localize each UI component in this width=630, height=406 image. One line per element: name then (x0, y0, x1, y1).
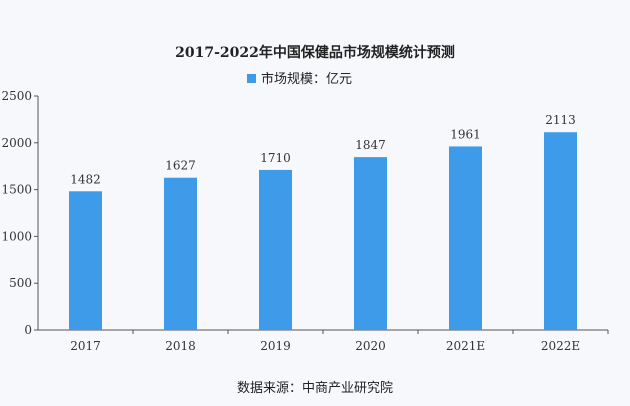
x-tick-label: 2020 (355, 339, 386, 353)
source-note: 数据来源：中商产业研究院 (237, 381, 393, 396)
bar-value-label: 1961 (450, 127, 481, 141)
y-axis: 0 500 1000 1500 2000 2500 (1, 89, 39, 337)
y-tick-label: 2500 (1, 89, 32, 103)
bar-2017 (69, 191, 102, 330)
bar-2019 (259, 169, 292, 330)
y-tick-label: 2000 (1, 136, 32, 150)
bar-2022E (544, 132, 577, 330)
chart-title: 2017-2022年中国保健品市场规模统计预测 (175, 44, 455, 61)
bar-value-label: 2113 (545, 113, 576, 127)
x-tick-label: 2022E (541, 339, 580, 353)
x-tick-label: 2019 (260, 339, 291, 353)
x-axis: 2017 2018 2019 2020 2021E 2022E (38, 329, 609, 353)
legend-label: 市场规模：亿元 (261, 71, 352, 87)
bar-2020 (354, 157, 387, 330)
bar-value-label: 1847 (355, 138, 386, 152)
bar-value-label: 1482 (70, 172, 101, 186)
bar-2018 (164, 177, 197, 330)
y-tick-label: 1000 (1, 229, 32, 243)
legend-swatch (247, 74, 256, 83)
bar-value-label: 1627 (165, 159, 196, 173)
y-tick-label: 500 (9, 276, 32, 290)
bar-value-label: 1710 (260, 151, 291, 165)
bars (69, 132, 577, 330)
y-tick-label: 0 (24, 323, 32, 337)
x-tick-label: 2017 (70, 339, 101, 353)
bar-2021E (449, 146, 482, 330)
bar-labels: 1482 1627 1710 1847 1961 2113 (70, 113, 576, 186)
y-tick-label: 1500 (1, 183, 32, 197)
x-tick-label: 2021E (446, 339, 485, 353)
x-tick-label: 2018 (165, 339, 196, 353)
